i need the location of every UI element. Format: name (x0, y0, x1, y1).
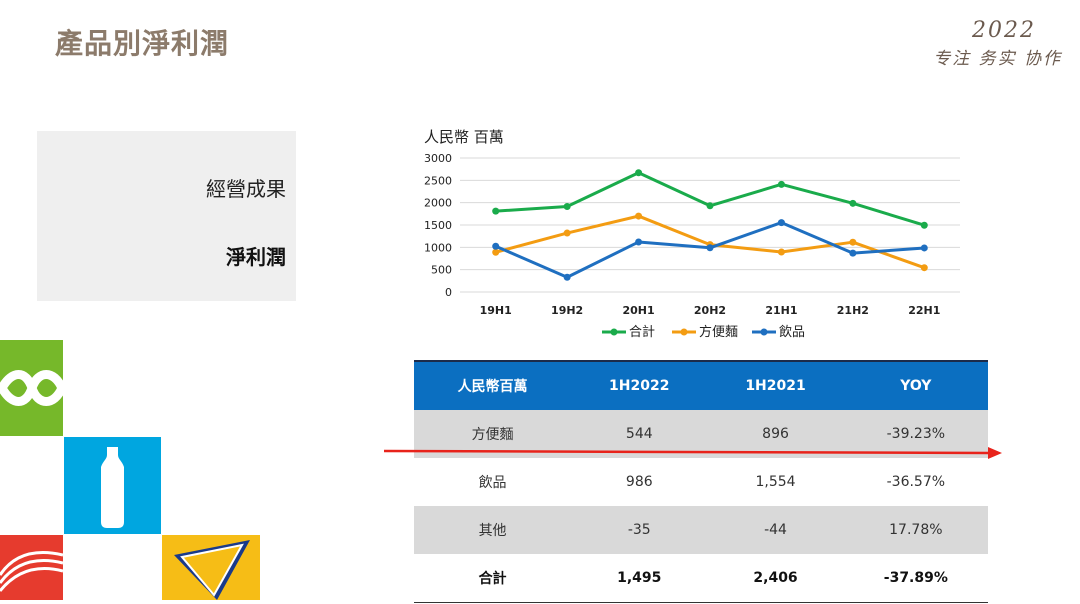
legend-marker (610, 328, 618, 336)
x-tick-label: 22H1 (908, 304, 940, 317)
legend-marker (680, 328, 688, 336)
legend-label: 合計 (629, 324, 655, 340)
table-header-yoy: YOY (843, 360, 988, 410)
x-tick-label: 21H2 (837, 304, 869, 317)
table-row: 飲品 986 1,554 -36.57% (414, 458, 988, 506)
data-point (849, 249, 857, 257)
page-title: 產品別淨利潤 (55, 27, 230, 60)
row-label: 飲品 (414, 458, 572, 506)
cell-1h2021: 1,554 (707, 458, 844, 506)
row-label: 其他 (414, 506, 572, 554)
triangle-tile-icon (162, 535, 260, 600)
net-profit-table: 人民幣百萬 1H2022 1H2021 YOY 方便麵 544 896 -39.… (414, 360, 988, 603)
data-point (635, 238, 643, 246)
chart-unit-label: 人民幣 百萬 (424, 128, 504, 146)
corner-year: 2022 (972, 18, 1036, 43)
table-header-1h2022: 1H2022 (571, 360, 708, 410)
legend-marker (760, 328, 768, 336)
cell-yoy: 17.78% (843, 506, 988, 554)
sidebar-item-net-profit[interactable]: 淨利潤 (226, 245, 286, 269)
data-point (706, 244, 714, 252)
data-point (492, 207, 500, 215)
bottle-tile-icon (64, 437, 161, 534)
legend-label: 飲品 (779, 324, 805, 340)
red-arrow-icon (384, 447, 1002, 459)
y-tick-label: 2500 (424, 174, 452, 187)
data-point (706, 202, 714, 210)
x-tick-label: 20H1 (622, 304, 654, 317)
y-tick-label: 2000 (424, 197, 452, 210)
x-tick-label: 20H2 (694, 304, 726, 317)
data-point (920, 244, 928, 252)
x-tick-label: 19H1 (480, 304, 512, 317)
table-header-row: 人民幣百萬 1H2022 1H2021 YOY (414, 360, 988, 410)
data-point (777, 248, 785, 256)
legend-item: 合計 (602, 324, 655, 340)
data-point (920, 264, 928, 272)
legend-label: 方便麵 (699, 324, 738, 340)
x-tick-label: 21H1 (765, 304, 797, 317)
corner-slogan: 专注 务实 协作 (933, 49, 1062, 69)
cell-yoy: -39.23% (843, 410, 988, 458)
net-profit-line-chart: 人民幣 百萬 0 500 1000 1500 2000 2500 3000 19H1 19H2… (424, 128, 960, 340)
data-point (563, 229, 571, 237)
y-tick-label: 1000 (424, 241, 452, 254)
cell-1h2021: 2,406 (707, 554, 844, 603)
data-point (492, 248, 500, 256)
infinity-tile-icon (0, 340, 67, 436)
side-panel: 經營成果 淨利潤 (37, 131, 296, 301)
data-point (849, 199, 857, 207)
table-total-row: 合計 1,495 2,406 -37.89% (414, 554, 988, 603)
y-tick-label: 500 (431, 264, 452, 277)
cell-1h2021: -44 (707, 506, 844, 554)
data-point (635, 212, 643, 220)
table-header-1h2021: 1H2021 (707, 360, 844, 410)
cell-1h2022: -35 (571, 506, 708, 554)
data-point (777, 180, 785, 188)
cell-yoy: -37.89% (843, 554, 988, 603)
data-point (920, 221, 928, 229)
cell-1h2022: 544 (571, 410, 708, 458)
data-point (563, 273, 571, 281)
row-label: 合計 (414, 554, 572, 603)
data-point (492, 242, 500, 250)
row-label: 方便麵 (414, 410, 572, 458)
y-tick-label: 1500 (424, 219, 452, 232)
y-tick-label: 3000 (424, 152, 452, 165)
data-point (563, 202, 571, 210)
y-tick-label: 0 (445, 286, 452, 299)
data-point (777, 219, 785, 227)
legend-item: 飲品 (752, 324, 805, 340)
table-row: 方便麵 544 896 -39.23% (414, 410, 988, 458)
cell-1h2021: 896 (707, 410, 844, 458)
cell-1h2022: 1,495 (571, 554, 708, 603)
legend-item: 方便麵 (672, 324, 738, 340)
sidebar-item-operating-results[interactable]: 經營成果 (206, 177, 286, 201)
x-tick-label: 19H2 (551, 304, 583, 317)
data-point (635, 169, 643, 177)
data-point (849, 238, 857, 246)
table-row: 其他 -35 -44 17.78% (414, 506, 988, 554)
table-header-unit: 人民幣百萬 (414, 360, 572, 410)
cell-1h2022: 986 (571, 458, 708, 506)
noodle-bowl-tile-icon (0, 535, 64, 600)
cell-yoy: -36.57% (843, 458, 988, 506)
